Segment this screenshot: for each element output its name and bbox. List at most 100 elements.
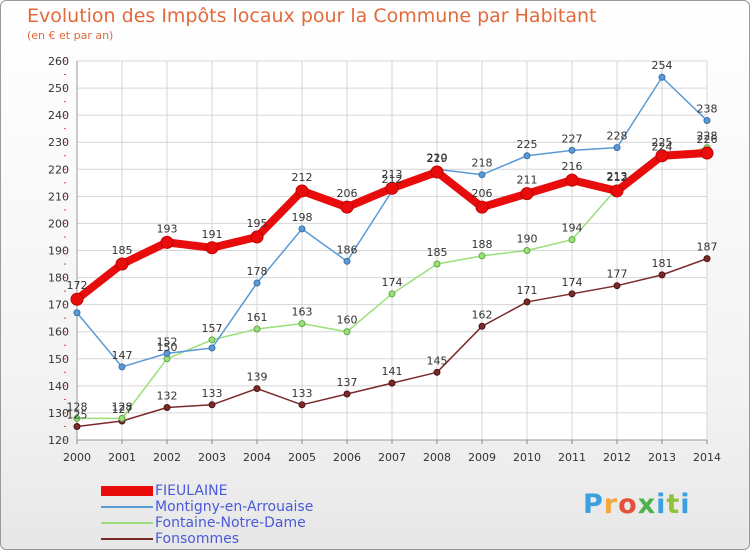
data-label: 220 <box>427 151 448 164</box>
data-point <box>568 236 576 244</box>
data-point <box>253 279 261 287</box>
data-label: 254 <box>652 59 673 72</box>
data-label: 195 <box>247 217 268 230</box>
data-label: 139 <box>247 371 268 384</box>
legend-swatch <box>101 486 153 496</box>
data-label: 145 <box>427 354 448 367</box>
data-label: 218 <box>472 157 493 170</box>
data-label: 213 <box>382 168 403 181</box>
legend-label: Fonsommes <box>155 531 240 547</box>
data-point <box>343 328 351 336</box>
data-label: 171 <box>517 284 538 297</box>
data-label: 141 <box>382 365 403 378</box>
data-label: 174 <box>382 276 403 289</box>
y-tick-label: 230 <box>48 136 69 149</box>
y-tick-label: 250 <box>48 82 69 95</box>
data-point <box>115 257 129 271</box>
chart-subtitle: (en € et par an) <box>27 29 114 42</box>
data-label: 133 <box>292 387 313 400</box>
data-point <box>163 404 171 412</box>
data-point <box>523 152 531 160</box>
data-label: 152 <box>157 335 178 348</box>
y-tick-label: 160 <box>48 326 69 339</box>
x-tick-label: 2014 <box>693 451 721 464</box>
y-tick-label: 180 <box>48 272 69 285</box>
data-point <box>613 144 621 152</box>
data-point <box>568 290 576 298</box>
y-tick-label: 260 <box>48 55 69 68</box>
data-label: 174 <box>562 276 583 289</box>
y-tick-label: 170 <box>48 299 69 312</box>
data-label: 162 <box>472 308 493 321</box>
data-point <box>160 235 174 249</box>
logo-letter: i <box>656 489 667 520</box>
data-point <box>520 187 534 201</box>
legend-label: FIEULAINE <box>155 483 228 499</box>
data-point <box>700 146 714 160</box>
data-label: 212 <box>292 171 313 184</box>
data-label: 177 <box>607 268 628 281</box>
data-label: 211 <box>517 174 538 187</box>
y-tick-label: 130 <box>48 407 69 420</box>
data-label: 181 <box>652 257 673 270</box>
data-label: 132 <box>157 390 178 403</box>
data-point <box>70 292 84 306</box>
data-point <box>295 184 309 198</box>
data-label: 178 <box>247 265 268 278</box>
y-tick-label: 140 <box>48 380 69 393</box>
data-point <box>655 149 669 163</box>
data-label: 226 <box>697 133 718 146</box>
y-tick-label: 120 <box>48 434 69 447</box>
data-point <box>523 298 531 306</box>
data-label: 133 <box>202 387 223 400</box>
data-point <box>73 309 81 317</box>
x-tick-label: 2012 <box>603 451 631 464</box>
data-point <box>523 247 531 254</box>
data-label: 225 <box>517 138 538 151</box>
data-point <box>610 184 624 198</box>
legend-swatch <box>101 506 153 508</box>
logo-letter: i <box>680 489 691 520</box>
data-label: 212 <box>382 173 403 186</box>
logo-letter: r <box>603 489 619 520</box>
data-point <box>478 252 486 260</box>
data-point <box>298 225 306 233</box>
data-point <box>205 241 219 255</box>
data-label: 206 <box>337 187 358 200</box>
data-point <box>433 260 441 268</box>
chart-svg: 120 130 140 150 160 170 180 190 200 210 220 230 240 2… <box>48 55 721 464</box>
logo-letter: o <box>618 489 638 520</box>
y-tick-label: 190 <box>48 245 69 258</box>
data-point <box>250 230 264 244</box>
data-label: 150 <box>157 341 178 354</box>
data-label: 187 <box>697 241 718 254</box>
data-point <box>388 290 396 298</box>
data-label: 216 <box>562 160 583 173</box>
data-label: 212 <box>607 171 628 184</box>
data-label: 198 <box>292 211 313 224</box>
data-point <box>613 282 621 290</box>
x-tick-label: 2003 <box>198 451 226 464</box>
y-tick-label: 220 <box>48 163 69 176</box>
data-point <box>430 165 444 179</box>
data-point <box>343 390 351 398</box>
data-point <box>208 401 216 409</box>
data-label: 238 <box>697 103 718 116</box>
data-label: 185 <box>427 246 448 259</box>
y-tick-label: 210 <box>48 190 69 203</box>
data-point <box>475 200 489 214</box>
proxiti-logo: Proxiti <box>583 489 691 520</box>
data-label: 186 <box>337 243 358 256</box>
data-point <box>208 344 216 352</box>
data-label: 228 <box>697 130 718 143</box>
data-point <box>253 325 261 333</box>
data-point <box>73 422 81 430</box>
data-point <box>118 414 126 422</box>
data-point <box>163 349 171 357</box>
x-tick-label: 2011 <box>558 451 586 464</box>
data-label: 227 <box>562 132 583 145</box>
y-tick-label: 200 <box>48 217 69 230</box>
logo-letter: x <box>637 489 657 520</box>
data-point <box>298 320 306 328</box>
data-point <box>658 271 666 279</box>
